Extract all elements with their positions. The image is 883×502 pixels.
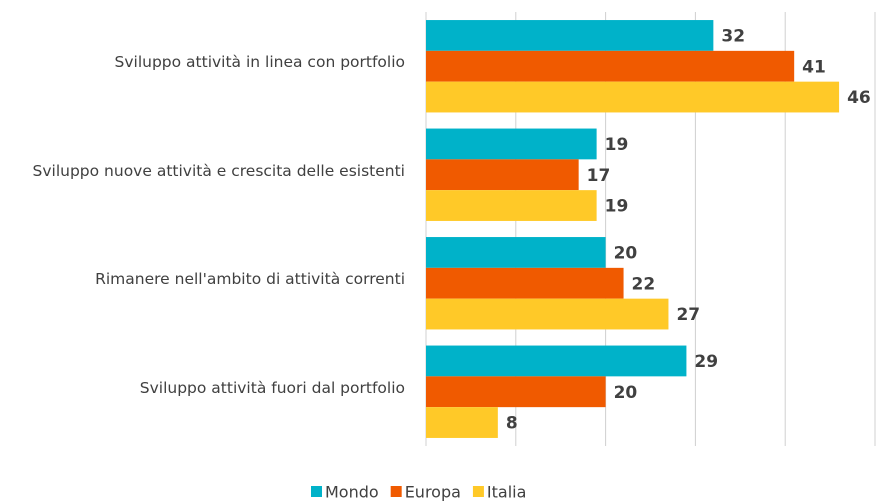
category-label: Rimanere nell'ambito di attività corrent… xyxy=(0,268,405,290)
category-text: Sviluppo attività fuori dal portfolio xyxy=(139,378,405,397)
category-text: Sviluppo attività in linea con portfolio xyxy=(114,53,406,72)
bar xyxy=(426,298,669,330)
category-label: Sviluppo attività in linea con portfolio xyxy=(0,51,406,73)
value-label: 32 xyxy=(721,26,745,46)
legend-label: Italia xyxy=(487,483,527,502)
value-label: 20 xyxy=(614,383,638,403)
legend-label: Mondo xyxy=(325,483,379,502)
value-label: 46 xyxy=(847,88,871,108)
bar xyxy=(426,20,714,51)
legend-label: Europa xyxy=(405,483,461,502)
bar xyxy=(426,50,795,82)
bar xyxy=(426,407,498,438)
category-text: Rimanere nell'ambito di attività corrent… xyxy=(95,270,405,289)
value-label: 41 xyxy=(802,57,826,77)
legend-swatch xyxy=(311,486,322,497)
bar xyxy=(426,267,624,299)
value-label: 17 xyxy=(587,166,611,186)
category-label: Sviluppo nuove attività e crescita delle… xyxy=(0,160,405,182)
value-label: 20 xyxy=(614,243,638,263)
bar xyxy=(426,128,597,160)
value-label: 19 xyxy=(605,197,629,217)
bar xyxy=(426,81,840,113)
value-label: 27 xyxy=(676,305,700,325)
bar xyxy=(426,237,606,268)
value-label: 8 xyxy=(506,414,518,434)
value-label: 19 xyxy=(605,135,629,155)
bar xyxy=(426,190,597,221)
value-label: 29 xyxy=(694,352,718,372)
legend-swatch xyxy=(390,486,402,497)
bar xyxy=(426,345,687,377)
bar xyxy=(426,159,579,191)
bar xyxy=(426,376,606,408)
category-label: Sviluppo attività fuori dal portfolio xyxy=(0,377,405,399)
legend-swatch xyxy=(472,486,484,497)
value-label: 22 xyxy=(632,274,656,294)
category-text: Sviluppo nuove attività e crescita delle… xyxy=(32,161,405,180)
